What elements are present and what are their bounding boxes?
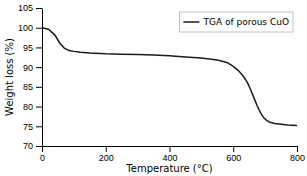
x-tick: 0	[40, 146, 45, 163]
y-tick-label: 80	[23, 102, 33, 112]
y-tick: 85	[23, 82, 42, 92]
y-tick-mark	[36, 87, 42, 88]
y-tick-label: 100	[18, 23, 33, 33]
x-tick: 600	[226, 146, 241, 163]
legend-frame	[179, 12, 293, 32]
y-axis: 70 75 80 85 90 95 100 105	[18, 3, 43, 151]
x-tick-label: 0	[40, 153, 45, 163]
x-tick-label: 400	[162, 153, 177, 163]
x-axis: 0 200 400 600 800	[40, 146, 305, 163]
x-tick: 200	[99, 146, 114, 163]
y-tick-mark	[36, 107, 42, 108]
legend-swatch	[183, 21, 199, 23]
y-tick-label: 85	[23, 82, 33, 92]
y-tick-mark	[36, 126, 42, 127]
x-tick-label: 200	[99, 153, 114, 163]
plot: 0 200 400 600 800 70 75 80 85 90 95 100 105 TGA of po…	[18, 3, 305, 163]
y-tick-label: 75	[23, 122, 33, 132]
marks	[42, 28, 297, 126]
x-tick-mark	[106, 146, 107, 152]
y-axis-title: Weight loss (%)	[4, 38, 15, 116]
y-tick-mark	[36, 146, 42, 147]
chart: 0 200 400 600 800 70 75 80 85 90 95 100 105 TGA of po…	[0, 0, 307, 176]
y-tick-mark	[36, 67, 42, 68]
y-tick: 95	[23, 43, 42, 53]
x-tick-mark	[42, 146, 43, 152]
x-tick-label: 600	[226, 153, 241, 163]
x-tick: 800	[290, 146, 305, 163]
x-tick-mark	[170, 146, 171, 152]
y-tick-label: 95	[23, 43, 33, 53]
x-tick-mark	[297, 146, 298, 152]
y-tick-label: 90	[23, 63, 33, 73]
y-tick: 90	[23, 63, 42, 73]
y-tick: 105	[18, 3, 42, 13]
legend: TGA of porous CuO	[179, 12, 293, 32]
x-tick-mark	[233, 146, 234, 152]
y-tick: 75	[23, 122, 42, 132]
y-tick: 100	[18, 23, 42, 33]
y-tick-mark	[36, 8, 42, 9]
y-tick: 80	[23, 102, 42, 112]
x-tick-label: 800	[290, 153, 305, 163]
x-axis-title: Temperature (°C)	[125, 163, 212, 174]
y-tick-mark	[36, 28, 42, 29]
y-axis-line	[42, 9, 43, 147]
y-tick-mark	[36, 47, 42, 48]
line	[42, 28, 297, 126]
y-tick-label: 105	[18, 3, 33, 13]
legend-label: TGA of porous CuO	[202, 17, 289, 27]
y-tick-label: 70	[23, 141, 33, 151]
y-tick: 70	[23, 141, 42, 151]
x-tick: 400	[162, 146, 177, 163]
